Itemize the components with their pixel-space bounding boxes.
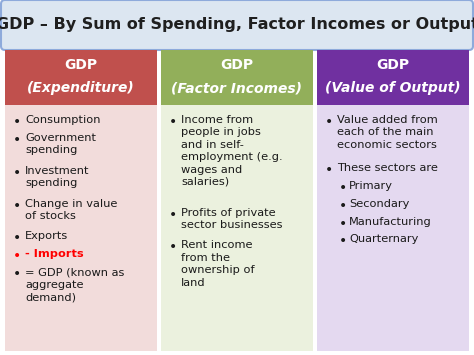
Text: •: • — [169, 115, 177, 129]
Text: Manufacturing: Manufacturing — [349, 217, 432, 226]
Text: Investment
spending: Investment spending — [25, 166, 90, 188]
Text: Value added from
each of the main
economic sectors: Value added from each of the main econom… — [337, 115, 438, 150]
Text: •: • — [13, 231, 21, 245]
Text: GDP: GDP — [220, 58, 254, 72]
Text: •: • — [13, 133, 21, 147]
Text: Exports: Exports — [25, 231, 68, 241]
Text: •: • — [13, 267, 21, 281]
Bar — [5, 50, 157, 351]
Text: (Factor Incomes): (Factor Incomes) — [172, 81, 302, 95]
FancyBboxPatch shape — [1, 0, 473, 50]
Text: (Expenditure): (Expenditure) — [27, 81, 135, 95]
Text: Primary: Primary — [349, 181, 393, 191]
Bar — [317, 50, 469, 351]
Text: •: • — [13, 250, 21, 263]
Bar — [5, 50, 157, 105]
Bar — [317, 50, 469, 105]
Text: = GDP (known as
aggregate
demand): = GDP (known as aggregate demand) — [25, 267, 124, 302]
Text: GDP – By Sum of Spending, Factor Incomes or Output: GDP – By Sum of Spending, Factor Incomes… — [0, 17, 474, 33]
Bar — [161, 50, 313, 105]
Text: Government
spending: Government spending — [25, 133, 96, 155]
Text: - Imports: - Imports — [25, 250, 83, 260]
Text: •: • — [325, 115, 333, 129]
Text: Secondary: Secondary — [349, 198, 410, 209]
Bar — [161, 50, 313, 351]
Text: GDP: GDP — [376, 58, 410, 72]
Text: These sectors are: These sectors are — [337, 163, 438, 173]
Text: Change in value
of stocks: Change in value of stocks — [25, 198, 118, 221]
Text: •: • — [339, 217, 347, 230]
Text: •: • — [13, 198, 21, 213]
Text: •: • — [339, 181, 347, 195]
Text: Consumption: Consumption — [25, 115, 100, 125]
Text: •: • — [13, 115, 21, 129]
Text: Rent income
from the
ownership of
land: Rent income from the ownership of land — [181, 240, 255, 288]
Text: (Value of Output): (Value of Output) — [325, 81, 461, 95]
Text: •: • — [169, 208, 177, 222]
Text: •: • — [339, 198, 347, 213]
Text: •: • — [325, 163, 333, 177]
Text: •: • — [169, 240, 177, 255]
Text: •: • — [13, 166, 21, 180]
Text: •: • — [339, 234, 347, 248]
Text: Profits of private
sector businesses: Profits of private sector businesses — [181, 208, 283, 230]
Text: Income from
people in jobs
and in self-
employment (e.g.
wages and
salaries): Income from people in jobs and in self- … — [181, 115, 283, 187]
Text: Quarternary: Quarternary — [349, 234, 419, 245]
Text: GDP: GDP — [64, 58, 98, 72]
